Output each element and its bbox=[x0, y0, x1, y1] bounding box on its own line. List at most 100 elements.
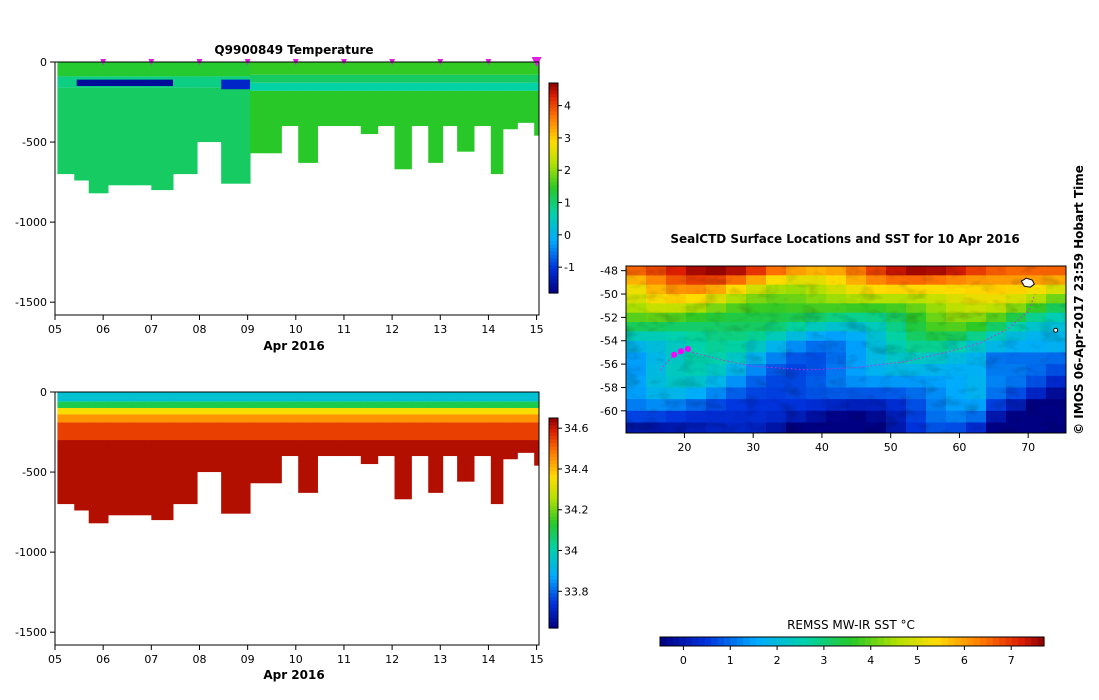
salinity-colorbar-segment bbox=[549, 540, 558, 545]
salinity-y-tick-label: -1000 bbox=[15, 546, 47, 559]
temperature-cell bbox=[250, 90, 282, 154]
salinity-cell bbox=[74, 401, 90, 409]
salinity-cell bbox=[298, 414, 318, 423]
temperature-cell bbox=[132, 62, 152, 77]
salinity-cell bbox=[57, 422, 75, 441]
salinity-colorbar-segment bbox=[549, 572, 558, 577]
salinity-colorbar-segment bbox=[549, 435, 558, 440]
salinity-colorbar-segment bbox=[549, 502, 558, 507]
salinity-cell bbox=[490, 422, 504, 441]
temperature-cell bbox=[197, 76, 222, 88]
temperature-cell bbox=[281, 74, 299, 83]
sst-texture bbox=[626, 266, 1066, 433]
sst-colorbar-segment bbox=[864, 637, 872, 646]
temperature-cell bbox=[442, 90, 458, 127]
salinity-cell bbox=[360, 440, 379, 465]
temperature-x-tick-label: 06 bbox=[96, 323, 110, 336]
salinity-cell bbox=[281, 408, 299, 415]
sst-x-tick-label: 50 bbox=[884, 441, 898, 454]
salinity-cell bbox=[377, 422, 396, 441]
temperature-cold-core bbox=[76, 79, 173, 87]
sst-colorbar-tick-label: 1 bbox=[727, 654, 734, 667]
salinity-cell bbox=[172, 408, 198, 415]
temperature-cell bbox=[457, 62, 475, 75]
salinity-colorbar-segment bbox=[549, 421, 558, 426]
salinity-cell bbox=[360, 408, 379, 415]
salinity-cell bbox=[74, 422, 90, 441]
salinity-cell bbox=[411, 440, 429, 457]
temperature-colorbar-segment bbox=[549, 156, 558, 161]
temperature-colorbar-segment bbox=[549, 142, 558, 147]
salinity-cell bbox=[442, 392, 458, 402]
salinity-cell bbox=[281, 392, 299, 402]
temperature-colorbar-segment bbox=[549, 177, 558, 182]
sst-colorbar-segment bbox=[845, 637, 853, 646]
temperature-cell bbox=[517, 90, 535, 123]
temperature-cell bbox=[517, 82, 535, 91]
salinity-frame bbox=[54, 391, 540, 646]
salinity-cell bbox=[534, 408, 540, 415]
sst-colorbar-segment bbox=[1012, 637, 1019, 646]
temperature-cell bbox=[74, 62, 90, 77]
salinity-cell bbox=[394, 422, 412, 441]
temperature-cell bbox=[172, 62, 198, 77]
temperature-title: Q9900849 Temperature bbox=[214, 43, 373, 57]
temperature-colorbar-segment bbox=[549, 114, 558, 119]
temperature-x-tick-label: 15 bbox=[530, 323, 544, 336]
temperature-cell bbox=[360, 62, 379, 75]
temperature-cell bbox=[442, 82, 458, 91]
temperature-cell bbox=[428, 82, 444, 91]
salinity-cell bbox=[360, 414, 379, 423]
salinity-cell bbox=[428, 422, 444, 441]
sst-colorbar-tick-label: 4 bbox=[867, 654, 874, 667]
sst-colorbar-tick-label: 5 bbox=[914, 654, 921, 667]
salinity-colorbar-segment bbox=[549, 530, 558, 535]
salinity-colorbar-segment bbox=[549, 470, 558, 475]
sst-x-tick-label: 30 bbox=[746, 441, 760, 454]
salinity-cell bbox=[88, 392, 109, 402]
temperature-cell bbox=[88, 87, 109, 194]
sst-colorbar-segment bbox=[973, 637, 981, 646]
sst-colorbar-segment bbox=[736, 637, 744, 646]
temperature-x-tick-label: 10 bbox=[289, 323, 303, 336]
salinity-cell bbox=[298, 408, 318, 415]
salinity-cell bbox=[317, 422, 343, 441]
salinity-colorbar-segment bbox=[549, 617, 558, 622]
temperature-colorbar-segment bbox=[549, 212, 558, 217]
sst-colorbar-segment bbox=[986, 637, 994, 646]
sst-colorbar-segment bbox=[1024, 637, 1032, 646]
salinity-cell bbox=[534, 422, 540, 441]
salinity-colorbar-segment bbox=[549, 544, 558, 549]
salinity-cell bbox=[172, 414, 198, 423]
salinity-colorbar-segment bbox=[549, 432, 558, 437]
salinity-cell bbox=[298, 422, 318, 441]
salinity-colorbar-tick-label: 34.2 bbox=[564, 504, 589, 517]
sst-y-tick-label: -48 bbox=[600, 265, 618, 278]
salinity-x-tick-label: 10 bbox=[289, 653, 303, 666]
temperature-y-tick-label: -1500 bbox=[15, 296, 47, 309]
temperature-colorbar-segment bbox=[549, 90, 558, 95]
salinity-cell bbox=[317, 401, 343, 409]
salinity-cell bbox=[221, 401, 251, 409]
salinity-colorbar-segment bbox=[549, 467, 558, 472]
salinity-cell bbox=[57, 401, 75, 409]
salinity-cell bbox=[107, 422, 133, 441]
salinity-cell bbox=[394, 408, 412, 415]
salinity-cell bbox=[517, 440, 535, 453]
salinity-cell bbox=[74, 408, 90, 415]
salinity-cell bbox=[88, 414, 109, 423]
salinity-colorbar-segment bbox=[549, 596, 558, 601]
temperature-cell bbox=[517, 74, 535, 83]
salinity-colorbar-segment bbox=[549, 516, 558, 521]
temperature-cell bbox=[394, 82, 412, 91]
temperature-cell bbox=[534, 90, 540, 136]
salinity-y-tick-label: 0 bbox=[40, 386, 47, 399]
sst-map-title: SealCTD Surface Locations and SST for 10… bbox=[670, 232, 1019, 246]
temperature-axes: 05 06 07 08 09 10 11 12 13 14 15 0 -500 -1000 -1500 bbox=[15, 56, 544, 336]
temperature-cell bbox=[517, 62, 535, 75]
sst-colorbar-tick-label: 0 bbox=[680, 654, 687, 667]
salinity-cell bbox=[502, 414, 518, 423]
salinity-cell bbox=[281, 401, 299, 409]
salinity-cell bbox=[107, 414, 133, 423]
